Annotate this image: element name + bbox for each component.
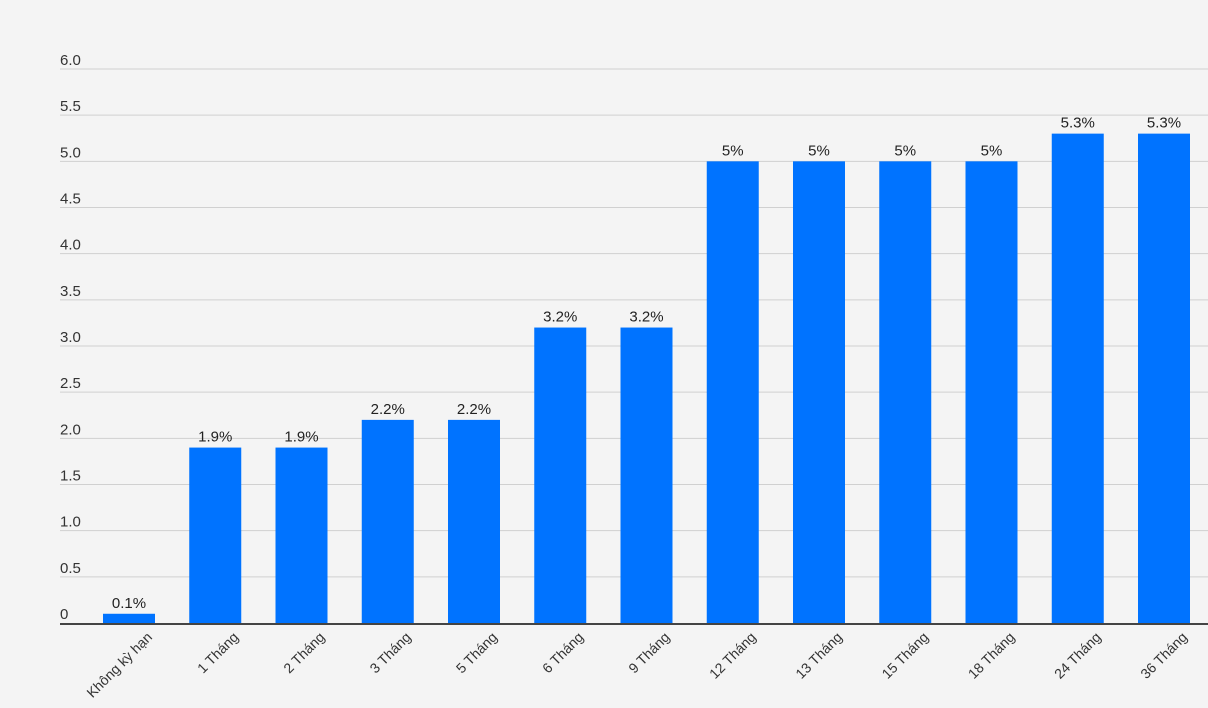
bar-value-label: 3.2% [543,309,577,326]
bar [879,161,932,624]
category-label: 18 Tháng [965,629,1018,682]
y-tick-label: 4.0 [60,237,81,254]
y-tick-label: 3.5 [60,283,81,300]
bar-value-label: 0.1% [112,595,146,612]
bar [1051,133,1104,623]
bar [189,447,242,623]
bar [361,419,414,623]
category-label: 1 Tháng [194,629,241,676]
bar-value-label: 3.2% [629,309,663,326]
bar-value-label: 5% [722,142,744,159]
bar [965,161,1018,624]
bar [275,447,328,623]
bar-value-label: 5.3% [1147,115,1181,132]
bar [1138,133,1190,623]
y-tick-label: 4.5 [60,191,81,208]
y-tick-label: 5.0 [60,144,81,161]
y-tick-label: 6.0 [60,52,81,69]
bar-value-label: 1.9% [284,429,318,446]
y-tick-label: 0.5 [60,560,81,577]
bar-value-label: 2.2% [371,401,405,418]
bar-value-label: 5% [808,142,830,159]
category-label: 6 Tháng [539,629,586,676]
y-tick-label: 2.0 [60,421,81,438]
y-tick-label: 2.5 [60,375,81,392]
bar-value-label: 5% [981,142,1003,159]
category-label: 9 Tháng [625,629,672,676]
y-tick-label: 5.5 [60,98,81,115]
bar-value-label: 5% [894,142,916,159]
y-tick-label: 3.0 [60,329,81,346]
bar-value-label: 5.3% [1061,115,1095,132]
category-label: 36 Tháng [1137,629,1190,682]
bar [793,161,845,624]
bar [448,419,500,623]
category-label: 15 Tháng [878,629,931,682]
y-tick-label: 1.0 [60,514,81,531]
category-label: Không kỳ hạn [83,629,155,701]
bars [103,133,1190,624]
bar-value-label: 1.9% [198,429,232,446]
category-label: 5 Tháng [453,629,500,676]
category-label: 2 Tháng [280,629,327,676]
bar-value-label: 2.2% [457,401,491,418]
data-labels: 0.1% 1.9% 1.9% 2.2% 2.2% 3.2% 3.2% 5% 5% 5% 5% 5.3%… [112,115,1181,612]
bar [620,327,673,623]
bar [534,327,587,623]
category-label: 12 Tháng [706,629,759,682]
y-tick-label: 0 [60,606,68,623]
category-label: 24 Tháng [1051,629,1104,682]
bar [103,613,155,623]
bar [706,161,759,624]
category-label: 3 Tháng [366,629,413,676]
category-label: 13 Tháng [792,629,845,682]
y-axis-tick-labels: 0 0.5 1.0 1.5 2.0 2.5 3.0 3.5 4.0 4.5 5.0 5.5 6.0 [60,52,81,623]
x-axis-category-labels: Không kỳ hạn 1 Tháng 2 Tháng 3 Tháng 5 Tháng… [83,629,1190,701]
y-tick-label: 1.5 [60,468,81,485]
